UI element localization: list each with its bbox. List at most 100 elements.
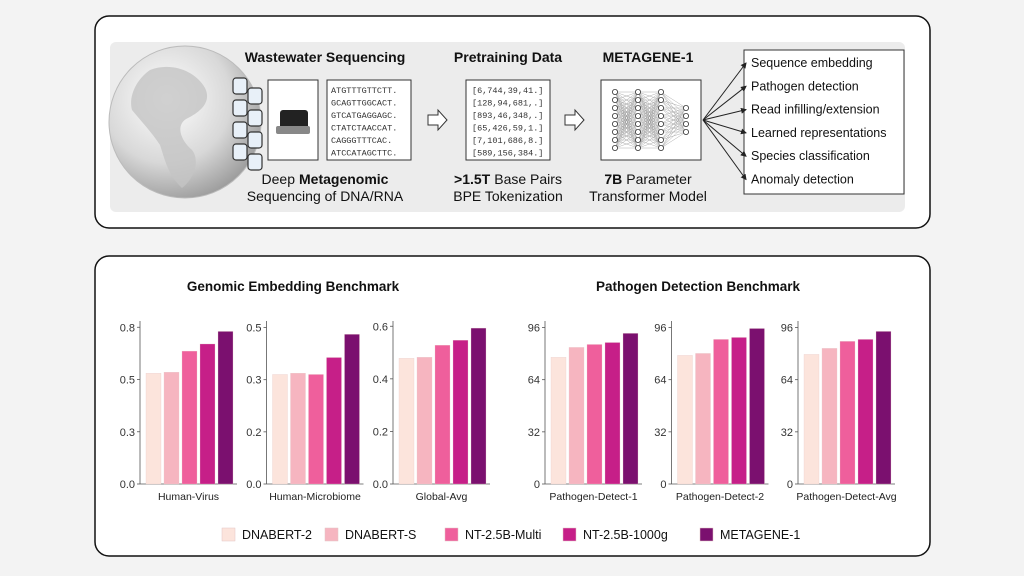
sequencer-base — [276, 126, 310, 134]
sequence: CAGGGTTTCAC. — [331, 136, 392, 146]
caption: BPE Tokenization — [453, 188, 562, 204]
y-tick-label: 0 — [534, 479, 540, 491]
caption-text: Deep — [262, 171, 296, 187]
bar — [163, 372, 180, 485]
y-tick-label: 0.0 — [120, 479, 135, 491]
bar — [839, 341, 856, 485]
token-row: [65,426,59,1.] — [472, 124, 543, 134]
net-node — [635, 128, 642, 135]
caption: Deep Metagenomic — [262, 171, 389, 187]
net-node — [635, 89, 642, 96]
sequence: GTCATGAGGAGC. — [331, 111, 397, 121]
output-label: Learned representations — [751, 126, 887, 140]
net-node — [612, 89, 619, 96]
y-tick-label: 64 — [654, 375, 666, 387]
sequencer-icon — [280, 110, 308, 130]
y-tick-label: 0.4 — [373, 374, 388, 386]
output-arrow — [702, 119, 747, 181]
net-node — [635, 144, 642, 151]
caption-text: Parameter — [626, 171, 692, 187]
bar — [344, 334, 360, 485]
y-tick-label: 0.5 — [120, 375, 135, 387]
net-edge — [637, 91, 662, 149]
net-node — [635, 136, 642, 143]
sequence: ATCCATAGCTTC. — [331, 149, 397, 159]
net-edge — [660, 131, 687, 149]
net-edge — [614, 139, 639, 149]
y-tick-label: 64 — [781, 375, 793, 387]
net-node — [635, 121, 642, 128]
caption-text: Base Pairs — [494, 171, 562, 187]
net-node — [683, 128, 690, 135]
legend-label: NT-2.5B-1000g — [583, 528, 668, 542]
output-label: Read infilling/extension — [751, 103, 880, 117]
x-label: Pathogen-Detect-Avg — [796, 491, 896, 503]
net-edge — [614, 91, 639, 149]
net-edge — [614, 115, 639, 149]
token-row: [6,744,39,41.] — [472, 86, 543, 96]
net-edge — [660, 115, 687, 149]
y-tick-label: 0 — [787, 479, 793, 491]
bar — [677, 355, 693, 485]
group-title: Pathogen Detection Benchmark — [596, 279, 801, 294]
output-arrow — [702, 85, 747, 121]
token-row: [589,156,384.] — [472, 149, 543, 159]
bar — [604, 342, 621, 485]
stage-title: METAGENE-1 — [603, 49, 694, 65]
net-edge — [660, 99, 687, 109]
bar — [452, 340, 469, 485]
net-edge — [614, 91, 639, 141]
sequence: ATGTTTGTTCTT. — [331, 86, 397, 96]
net-edge — [660, 107, 687, 149]
net-edge — [637, 107, 662, 149]
net-node — [612, 97, 619, 104]
y-tick-label: 0.3 — [120, 427, 135, 439]
output-box — [743, 49, 905, 195]
output-label: Pathogen detection — [751, 79, 859, 93]
net-node — [683, 113, 690, 120]
bar — [568, 347, 585, 485]
net-edge — [660, 107, 687, 125]
y-tick-label: 32 — [654, 427, 666, 439]
net-node — [658, 121, 665, 128]
bar — [586, 344, 603, 485]
token-row: [7,101,686,8.] — [472, 136, 543, 146]
bar — [731, 337, 747, 485]
net-node — [683, 121, 690, 128]
net-edge — [660, 123, 687, 149]
network-icon — [612, 89, 690, 151]
bar — [713, 339, 729, 485]
net-edge — [637, 139, 662, 149]
net-node — [612, 144, 619, 151]
bar — [290, 373, 306, 485]
bar — [217, 331, 234, 485]
group-title: Genomic Embedding Benchmark — [187, 279, 400, 294]
x-label: Pathogen-Detect-1 — [549, 491, 637, 503]
net-edge — [637, 99, 662, 149]
legend-swatch — [562, 527, 577, 542]
bar — [550, 357, 567, 485]
net-edge — [614, 91, 639, 101]
bar — [622, 333, 639, 485]
database-icons — [232, 77, 263, 171]
net-node — [658, 97, 665, 104]
net-edge — [660, 107, 687, 141]
net-edge — [637, 123, 662, 149]
net-node — [658, 89, 665, 96]
bar — [326, 357, 342, 485]
bar — [821, 348, 838, 485]
net-node — [612, 105, 619, 112]
y-tick-label: 0.2 — [373, 426, 388, 438]
continent — [131, 66, 208, 188]
caption-strong: Metagenomic — [299, 171, 389, 187]
caption: Transformer Model — [589, 188, 707, 204]
net-edge — [637, 91, 662, 109]
x-label: Human-Virus — [158, 491, 219, 503]
stage-title: Wastewater Sequencing — [245, 49, 406, 65]
net-edge — [637, 131, 662, 149]
caption: Sequencing of DNA/RNA — [247, 188, 404, 204]
output-label: Species classification — [751, 149, 870, 163]
y-tick-label: 96 — [654, 323, 666, 335]
y-tick-label: 0.5 — [246, 323, 261, 335]
